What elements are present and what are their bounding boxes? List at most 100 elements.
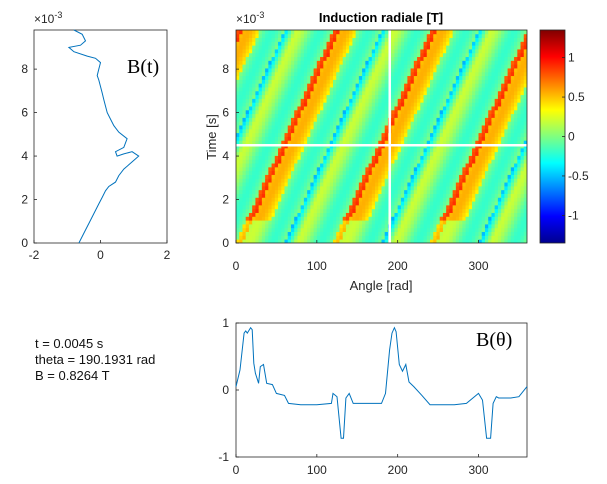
heatmap-cell — [442, 166, 447, 172]
heatmap-cell — [365, 166, 369, 172]
heatmap-cell — [468, 33, 473, 38]
heatmap-cell — [245, 52, 250, 58]
heatmap-cell — [265, 90, 269, 96]
heatmap-cell — [316, 41, 321, 46]
heatmap-cell — [520, 94, 525, 99]
heatmap-cell — [478, 41, 483, 46]
heatmap-cell — [300, 223, 305, 229]
heatmap-cell — [316, 109, 321, 115]
heatmap-cell — [329, 87, 334, 92]
heatmap-cell — [391, 174, 395, 179]
heatmap-cell — [365, 68, 369, 73]
heatmap-cell — [294, 87, 298, 92]
heatmap-cell — [252, 109, 256, 115]
heatmap-cell — [310, 147, 314, 153]
heatmap-cell — [455, 151, 460, 156]
heatmap-cell — [378, 33, 382, 38]
heatmap-cell — [265, 125, 269, 130]
heatmap-cell — [481, 208, 486, 213]
heatmap-cell — [514, 174, 518, 179]
heatmap-cell — [245, 189, 250, 194]
heatmap-cell — [514, 87, 518, 92]
heatmap-cell — [316, 33, 321, 38]
heatmap-cell — [355, 204, 360, 210]
heatmap-cell — [384, 178, 389, 183]
heatmap-cell — [303, 182, 308, 187]
heatmap-cell — [394, 147, 399, 153]
heatmap-cell — [494, 52, 499, 58]
heatmap-cell — [371, 128, 376, 134]
heatmap-cell — [236, 231, 240, 236]
heatmap-cell — [294, 49, 298, 54]
heatmap-cell — [446, 90, 450, 96]
heatmap-cell — [449, 147, 454, 153]
heatmap-cell — [465, 182, 470, 187]
heatmap-cell — [255, 94, 260, 99]
heatmap-cell — [320, 208, 324, 213]
heatmap-cell — [316, 223, 321, 229]
heatmap-cell — [433, 182, 437, 187]
heatmap-cell — [320, 37, 324, 42]
heatmap-cell — [417, 223, 421, 229]
heatmap-cell — [307, 64, 311, 69]
heatmap-cell — [323, 174, 327, 179]
heatmap-cell — [274, 155, 279, 160]
heatmap-cell — [475, 239, 479, 243]
heatmap-cell — [371, 75, 376, 80]
heatmap-cell — [268, 75, 272, 80]
heatmap-cell — [326, 75, 331, 80]
heatmap-cell — [274, 45, 279, 50]
heatmap-cell — [349, 64, 353, 69]
heatmap-cell — [504, 125, 508, 130]
heatmap-cell — [294, 117, 298, 122]
heatmap-cell — [307, 178, 311, 183]
heatmap-cell — [297, 30, 302, 35]
heatmap-cell — [329, 182, 334, 187]
heatmap-cell — [333, 49, 337, 54]
heatmap-cell — [265, 109, 269, 115]
heatmap-cell — [294, 151, 298, 156]
heatmap-cell — [300, 83, 305, 88]
heatmap-cell — [239, 204, 243, 210]
heatmap-cell — [465, 90, 470, 96]
heatmap-cell — [349, 106, 353, 111]
heatmap-cell — [404, 231, 408, 236]
heatmap-cell — [433, 170, 437, 175]
heatmap-cell — [303, 113, 308, 118]
heatmap-cell — [303, 33, 308, 38]
heatmap-cell — [452, 64, 457, 69]
heatmap-cell — [472, 220, 476, 225]
heatmap-cell — [313, 52, 318, 58]
bt-ytick-label: 8 — [21, 62, 28, 76]
heatmap-cell — [410, 140, 415, 145]
heatmap-cell — [446, 189, 450, 194]
heatmap-cell — [381, 125, 386, 130]
heatmap-cell — [358, 68, 363, 73]
heatmap-cell — [281, 223, 285, 229]
heatmap-cell — [381, 155, 386, 160]
heatmap-cell — [491, 113, 496, 118]
heatmap-cell — [378, 174, 382, 179]
heatmap-cell — [394, 90, 399, 96]
heatmap-cell — [501, 231, 505, 236]
heatmap-cell — [384, 174, 389, 179]
heatmap-cell — [242, 121, 247, 126]
heatmap-cell — [248, 68, 253, 73]
heatmap-cell — [413, 197, 418, 202]
heatmap-cell — [465, 68, 470, 73]
heatmap-cell — [417, 132, 421, 137]
heatmap-cell — [436, 52, 441, 58]
heatmap-cell — [290, 68, 295, 73]
heatmap-cell — [371, 68, 376, 73]
heatmap-cell — [462, 45, 466, 50]
heatmap-cell — [248, 90, 253, 96]
heatmap-cell — [439, 90, 444, 96]
heatmap-cell — [333, 235, 337, 240]
heatmap-cell — [494, 128, 499, 134]
heatmap-cell — [397, 208, 402, 213]
heatmap-cell — [426, 136, 431, 141]
heatmap-cell — [323, 109, 327, 115]
heatmap-cell — [459, 178, 463, 183]
heatmap-cell — [468, 140, 473, 145]
heatmap-cell — [316, 68, 321, 73]
